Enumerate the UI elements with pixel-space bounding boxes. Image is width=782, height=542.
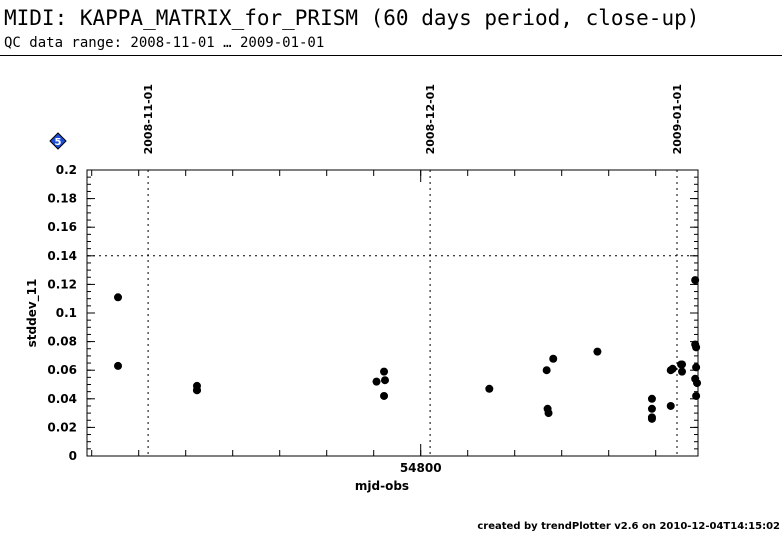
data-point <box>678 367 687 376</box>
data-point <box>380 376 389 385</box>
y-axis-label: stddev_11 <box>25 279 40 348</box>
badge-diamond-icon: 5 <box>49 132 67 150</box>
data-point <box>691 276 700 285</box>
y-tick-label: 0.04 <box>47 392 77 406</box>
badge-label: 5 <box>55 137 62 148</box>
y-tick-label: 0.2 <box>56 163 77 177</box>
data-point <box>549 354 558 363</box>
data-point <box>544 409 553 418</box>
data-point <box>647 414 656 423</box>
plot-frame <box>86 169 699 457</box>
data-point <box>542 366 551 375</box>
date-marker-label: 2008-12-01 <box>424 84 437 154</box>
data-point <box>647 404 656 413</box>
date-marker-label: 2009-01-01 <box>671 84 684 154</box>
data-point <box>668 364 677 373</box>
y-tick-label: 0 <box>69 449 77 463</box>
credit-text: created by trendPlotter v2.6 on 2010-12-… <box>477 521 780 532</box>
y-tick-label: 0.1 <box>56 306 77 320</box>
x-tick-label: 54800 <box>400 461 442 475</box>
data-point <box>380 391 389 400</box>
y-tick-label: 0.06 <box>47 363 77 377</box>
data-point <box>372 377 381 386</box>
y-tick-label: 0.16 <box>47 220 77 234</box>
data-point <box>678 360 687 369</box>
data-point <box>693 379 702 388</box>
data-point <box>114 361 123 370</box>
data-point <box>114 293 123 302</box>
data-point <box>380 367 389 376</box>
y-tick-label: 0.08 <box>47 335 77 349</box>
data-point <box>666 401 675 410</box>
header-divider <box>0 55 782 56</box>
data-point <box>647 394 656 403</box>
y-tick-label: 0.14 <box>47 249 77 263</box>
page-subtitle: QC data range: 2008-11-01 … 2009-01-01 <box>4 35 325 51</box>
y-tick-label: 0.02 <box>47 420 77 434</box>
data-point <box>593 347 602 356</box>
y-tick-label: 0.18 <box>47 192 77 206</box>
y-tick-label: 0.12 <box>47 277 77 291</box>
data-point <box>485 384 494 393</box>
date-marker-label: 2008-11-01 <box>142 84 155 154</box>
page-title: MIDI: KAPPA_MATRIX_for_PRISM (60 days pe… <box>4 6 700 30</box>
data-point <box>192 386 201 395</box>
data-point <box>692 343 701 352</box>
data-point <box>692 391 701 400</box>
data-point <box>692 363 701 372</box>
x-axis-label: mjd-obs <box>355 479 409 493</box>
